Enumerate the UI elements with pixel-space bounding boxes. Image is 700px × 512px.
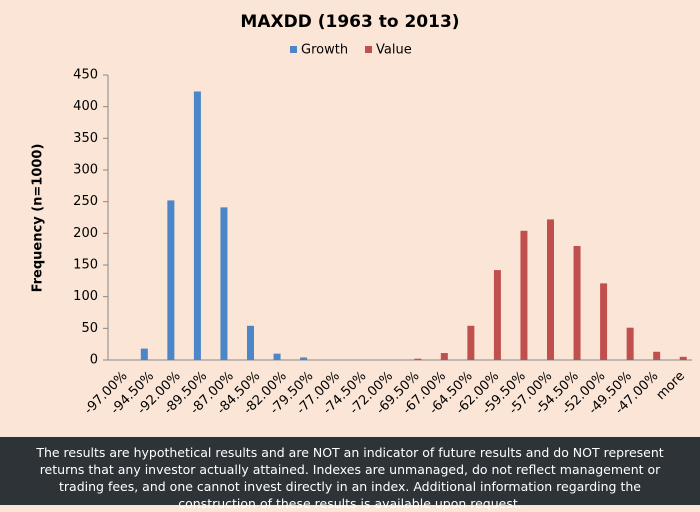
chart-title: MAXDD (1963 to 2013)	[240, 12, 459, 32]
bar	[300, 357, 308, 360]
y-axis-label: Frequency (n=1000)	[31, 144, 46, 293]
disclaimer: The results are hypothetical results and…	[0, 437, 700, 511]
y-tick-label: 100	[73, 289, 98, 304]
legend-label: Growth	[301, 43, 348, 58]
bar	[573, 246, 581, 360]
bar	[653, 351, 661, 360]
bar	[467, 325, 475, 360]
y-tick-label: 400	[73, 99, 98, 114]
legend-swatch	[290, 46, 297, 53]
bar	[414, 358, 422, 360]
y-tick-label: 200	[73, 226, 98, 241]
legend-label: Value	[376, 43, 412, 58]
y-tick-label: 150	[73, 258, 98, 273]
bar	[626, 327, 634, 360]
bar	[220, 207, 228, 360]
x-tick-label: more	[654, 369, 688, 403]
bar	[193, 91, 201, 360]
bar	[679, 356, 687, 360]
bar	[167, 200, 175, 360]
y-tick-label: 50	[81, 321, 98, 336]
bar	[493, 270, 501, 360]
bar	[520, 230, 528, 360]
legend-swatch	[365, 46, 372, 53]
y-tick-label: 0	[90, 353, 98, 368]
bar	[600, 283, 608, 360]
y-tick-label: 350	[73, 131, 98, 146]
y-tick-label: 450	[73, 68, 98, 83]
bar	[273, 353, 281, 360]
y-tick-label: 300	[73, 163, 98, 178]
bar	[247, 325, 254, 360]
bar	[440, 353, 448, 360]
y-tick-label: 250	[73, 194, 98, 209]
bar	[140, 348, 148, 360]
chart: MAXDD (1963 to 2013) Frequency (n=1000) …	[31, 12, 692, 418]
bar	[547, 219, 554, 360]
